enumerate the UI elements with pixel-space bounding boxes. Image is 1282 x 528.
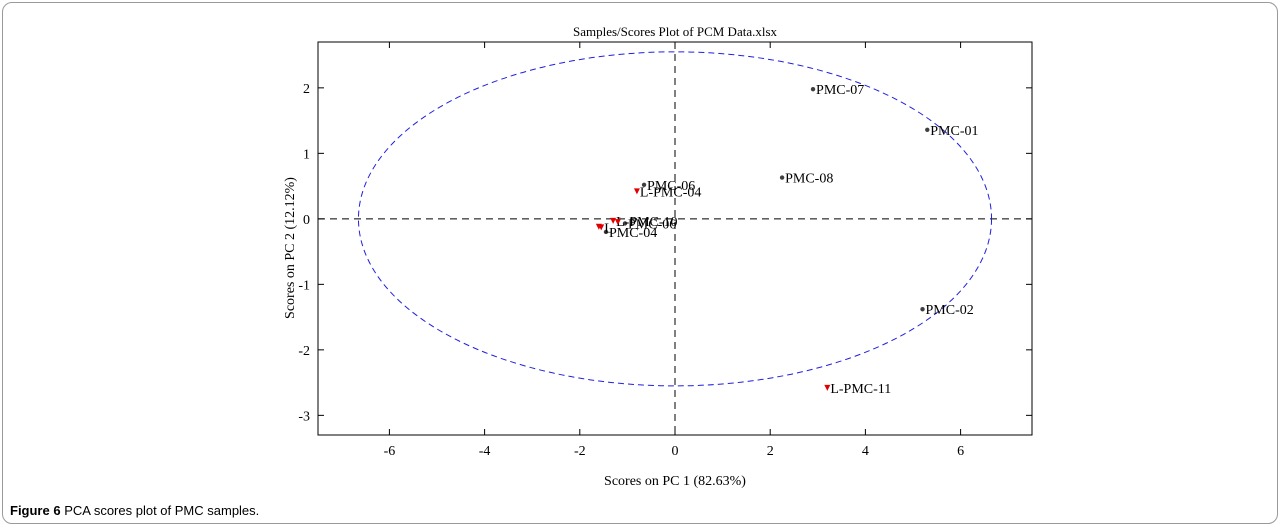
sample-point xyxy=(641,182,647,187)
sample-point xyxy=(622,221,628,226)
leaf-sample-point xyxy=(824,384,831,391)
x-tick-label: -2 xyxy=(574,444,586,459)
leaf-sample-point xyxy=(595,223,602,230)
y-axis-label: Scores on PC 2 (12.12%) xyxy=(283,177,298,319)
y-tick-label: 0 xyxy=(303,213,310,228)
x-tick-label: 2 xyxy=(767,444,774,459)
y-tick-label: -1 xyxy=(298,278,310,293)
point-label: PMC-01 xyxy=(930,124,978,139)
point-label: L xyxy=(604,221,613,236)
sample-point xyxy=(925,127,930,132)
y-tick-label: 1 xyxy=(303,147,310,162)
point-label: PMC-06 xyxy=(628,217,676,232)
figure-caption: Figure 6 PCA scores plot of PMC samples. xyxy=(10,503,259,518)
leaf-sample-point xyxy=(633,188,640,195)
sample-point xyxy=(920,307,925,312)
x-axis-label: Scores on PC 1 (82.63%) xyxy=(604,474,746,489)
leaf-sample-point xyxy=(614,219,621,226)
point-label: PMC-04 xyxy=(609,226,657,241)
point-label: PMC-02 xyxy=(926,303,974,318)
x-tick-label: -6 xyxy=(384,444,396,459)
y-tick-label: 2 xyxy=(303,82,310,97)
y-tick-label: -2 xyxy=(298,344,310,359)
figure-label: Figure 6 xyxy=(10,503,61,518)
x-tick-label: 0 xyxy=(672,444,679,459)
point-label: PMC-07 xyxy=(816,83,864,98)
y-tick-label: -3 xyxy=(298,409,310,424)
confidence-ellipse xyxy=(357,51,993,387)
point-label: L-PMC-10 xyxy=(616,215,677,230)
point-label: PMC-08 xyxy=(785,172,833,187)
sample-point xyxy=(810,86,816,92)
leaf-sample-point xyxy=(610,217,617,224)
sample-point xyxy=(603,229,609,235)
x-tick-label: 6 xyxy=(957,444,964,459)
point-label: L-PMC-04 xyxy=(640,185,701,200)
x-tick-label: -4 xyxy=(479,444,491,459)
x-tick-label: 4 xyxy=(862,444,869,459)
figure-caption-text: PCA scores plot of PMC samples. xyxy=(64,503,260,518)
sample-point xyxy=(779,175,785,180)
chart-title: Samples/Scores Plot of PCM Data.xlsx xyxy=(573,24,778,39)
point-label: L-PMC-11 xyxy=(830,382,891,397)
point-label: PMC-06 xyxy=(647,179,695,194)
